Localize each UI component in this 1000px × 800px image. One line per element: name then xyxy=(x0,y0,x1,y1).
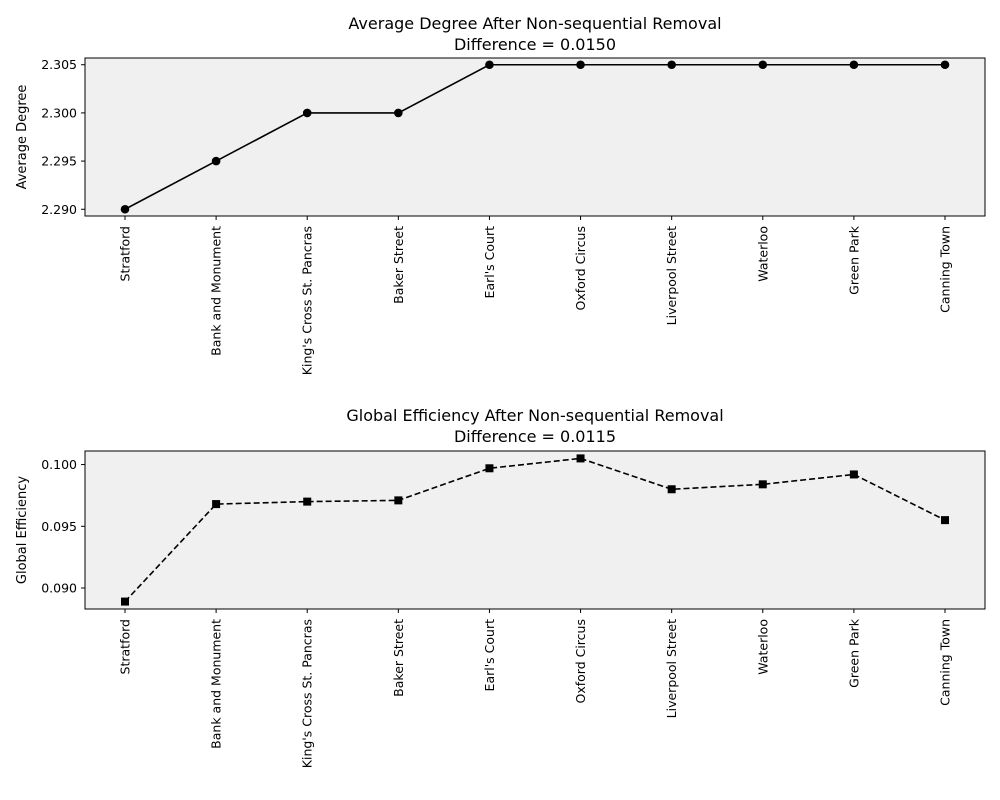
y-tick-label: 0.090 xyxy=(41,581,77,596)
data-point xyxy=(394,496,403,505)
data-point xyxy=(849,470,858,479)
y-tick-label: 0.095 xyxy=(41,519,77,534)
y-tick-label: 2.295 xyxy=(41,154,77,169)
y-tick-label: 2.300 xyxy=(41,105,77,120)
plot-area xyxy=(85,58,985,216)
data-point xyxy=(485,60,494,70)
chart-subtitle: Difference = 0.0150 xyxy=(454,35,616,54)
x-tick-label: Green Park xyxy=(846,225,861,295)
y-tick-label: 0.100 xyxy=(41,457,77,472)
y-axis-label: Global Efficiency xyxy=(15,476,30,585)
data-point xyxy=(212,500,221,509)
y-tick-label: 2.305 xyxy=(41,57,77,72)
plot-frame xyxy=(84,450,986,610)
x-tick-label: Bank and Monument xyxy=(209,619,224,749)
x-tick-label: Earl's Court xyxy=(482,226,497,299)
x-tick-label: Baker Street xyxy=(391,619,406,697)
data-point xyxy=(758,480,767,489)
data-point xyxy=(849,60,859,70)
x-tick-label: Bank and Monument xyxy=(209,226,224,356)
x-tick-label: Canning Town xyxy=(938,226,953,313)
x-tick-label: Stratford xyxy=(118,226,133,281)
data-point xyxy=(758,60,768,70)
data-point xyxy=(576,60,585,70)
data-point xyxy=(121,597,129,606)
chart-subtitle: Difference = 0.0115 xyxy=(454,427,616,446)
data-point xyxy=(941,516,949,525)
x-tick-label: King's Cross St. Pancras xyxy=(300,619,315,768)
data-point xyxy=(302,108,312,118)
x-tick-label: Oxford Circus xyxy=(573,619,588,704)
chart-title: Global Efficiency After Non-sequential R… xyxy=(346,406,723,425)
subplot-2: Global Efficiency After Non-sequential R… xyxy=(15,406,986,768)
x-tick-label: Canning Town xyxy=(938,619,953,706)
x-tick-label: Liverpool Street xyxy=(664,226,679,325)
data-point xyxy=(576,454,585,463)
x-tick-label: Oxford Circus xyxy=(573,226,588,311)
y-tick-label: 2.290 xyxy=(41,202,77,217)
data-point xyxy=(485,464,494,473)
data-point xyxy=(211,156,221,166)
x-tick-label: Waterloo xyxy=(755,226,770,282)
x-tick-label: Stratford xyxy=(118,619,133,674)
x-tick-label: Baker Street xyxy=(391,226,406,304)
data-point xyxy=(940,60,950,70)
data-point xyxy=(667,485,676,494)
data-point xyxy=(303,497,312,506)
x-tick-label: Liverpool Street xyxy=(664,619,679,718)
x-tick-label: Green Park xyxy=(846,618,861,688)
plot-area xyxy=(85,451,985,609)
data-point xyxy=(120,204,130,214)
series-line xyxy=(124,63,945,210)
data-point xyxy=(667,60,676,70)
x-tick-label: Earl's Court xyxy=(482,619,497,692)
x-tick-label: King's Cross St. Pancras xyxy=(300,226,315,375)
data-point xyxy=(394,108,403,118)
chart-title: Average Degree After Non-sequential Remo… xyxy=(348,14,721,33)
y-axis-label: Average Degree xyxy=(15,85,30,190)
x-tick-label: Waterloo xyxy=(755,619,770,675)
subplot-1: Average Degree After Non-sequential Remo… xyxy=(15,14,986,375)
plot-frame xyxy=(84,57,986,217)
